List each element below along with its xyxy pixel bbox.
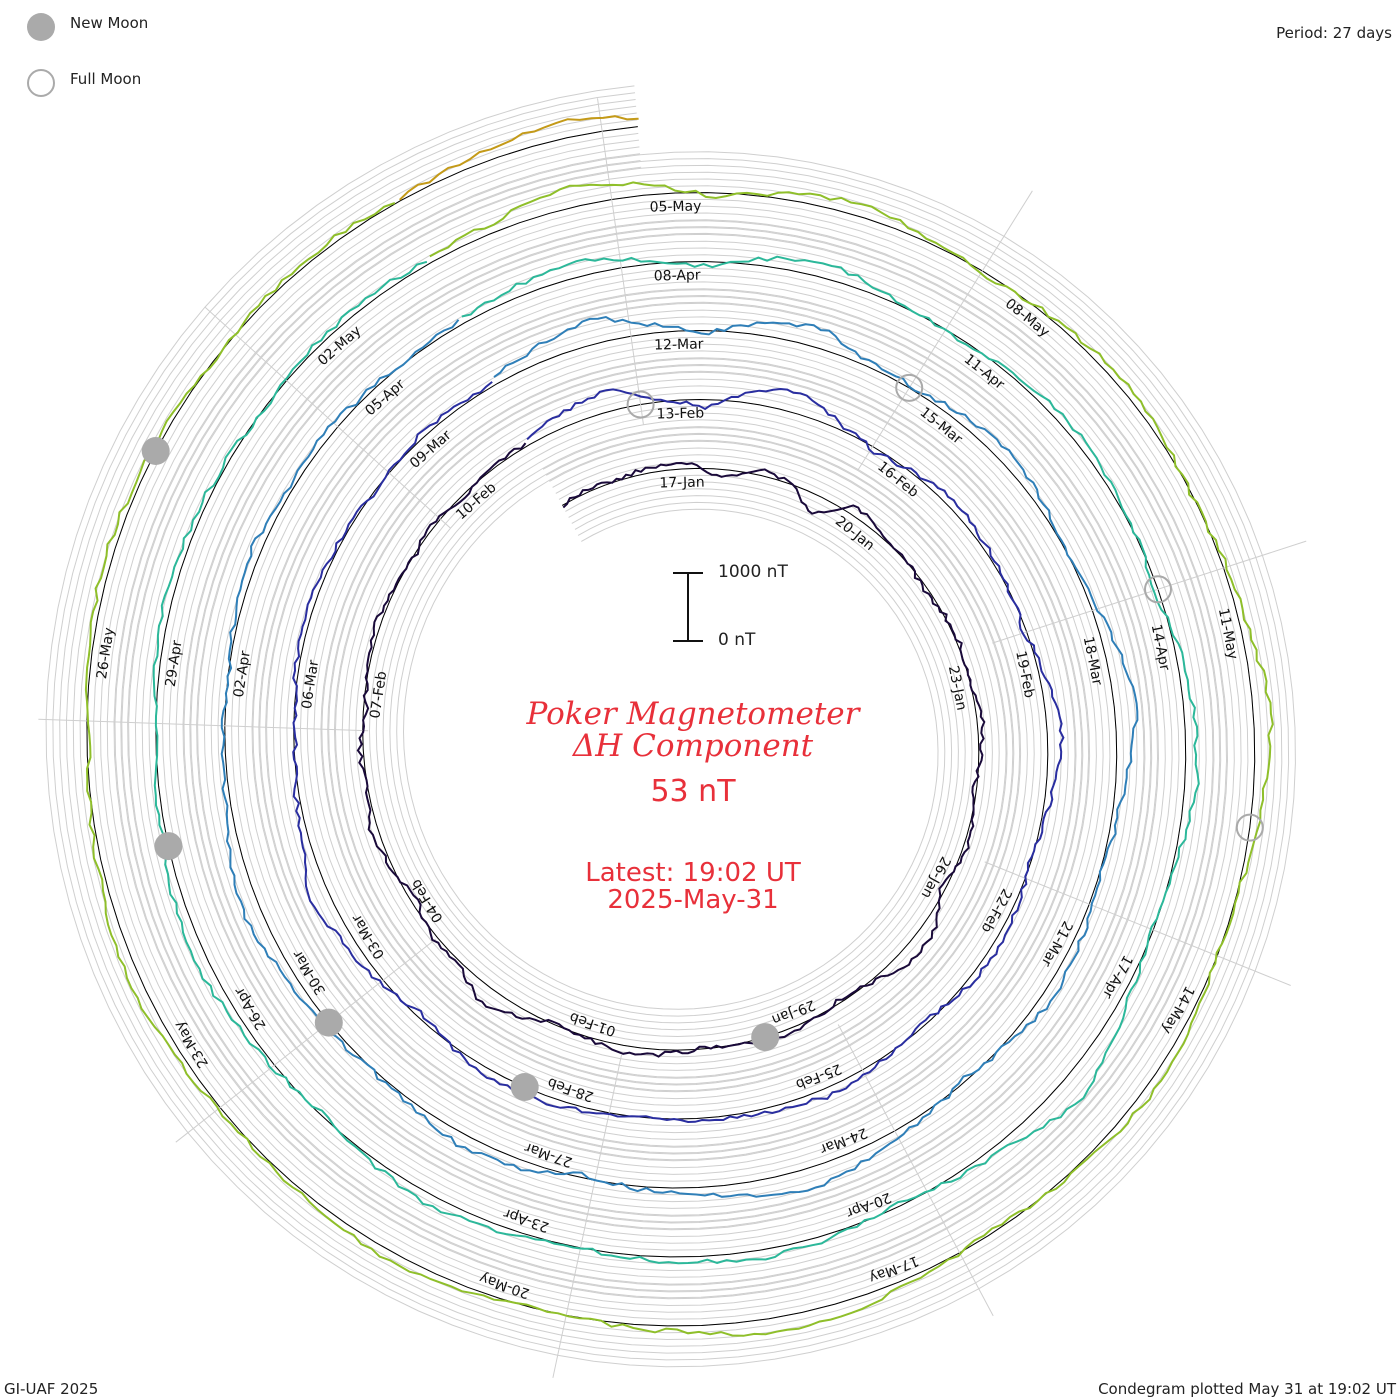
date-label: 02-May [315,323,364,369]
new-moon-marker [510,1073,539,1101]
latest-date: 2025-May-31 [607,885,779,915]
chart-title: Poker Magnetometer [526,696,860,732]
grid-spiral [52,92,1290,1361]
date-label: 20-Apr [844,1189,894,1221]
scale-top-label: 1000 nT [718,562,788,582]
date-label: 29-Apr [163,639,186,688]
full-moon-marker [1144,575,1172,604]
new-moon-legend-label: New Moon [70,14,149,32]
spoke-line [175,938,437,1143]
date-label: 12-Mar [654,336,704,353]
date-label: 23-Apr [502,1205,552,1235]
series-line [292,381,1065,1124]
scale-bar [673,572,703,642]
date-label: 09-Mar [407,427,455,472]
spoke-line [597,98,644,426]
date-label: 11-May [1215,607,1241,661]
date-label: 18-Mar [1080,635,1105,687]
period-label: Period: 27 days [1276,24,1392,42]
full-moon-marker [626,390,655,419]
full-moon-marker [1235,813,1264,842]
spoke-line [204,306,451,529]
date-label: 05-May [649,198,701,215]
date-label: 23-May [171,1018,212,1071]
date-label: 07-Feb [367,670,390,720]
date-label: 29-Jan [769,996,817,1027]
series-line [356,442,986,1058]
scale-bottom-label: 0 nT [718,630,756,650]
spoke-line [984,861,1291,986]
date-label: 02-Apr [231,650,254,699]
grid-spiral [106,146,1235,1307]
series-layer [84,115,1274,1337]
grid-spiral [99,139,1242,1313]
grid-spiral [113,153,1229,1300]
series-line [152,255,1200,1265]
grid-spiral [127,166,1215,1286]
date-label: 27-Mar [522,1139,574,1170]
current-value: 53 nT [650,774,736,809]
new-moon-marker [154,832,183,861]
full-moon-legend-icon [27,69,55,97]
date-label: 19-Feb [1012,650,1037,700]
spoke-line [857,190,1033,471]
spoke-line [992,540,1307,644]
latest-time: Latest: 19:02 UT [585,858,801,888]
grid-layer [45,85,1296,1368]
grid-spiral [93,132,1249,1320]
date-label: 08-Apr [654,267,701,284]
full-moon-legend-label: Full Moon [70,70,142,88]
new-moon-legend-icon [27,13,55,41]
grid-spiral [45,85,1296,1368]
series-line [84,181,1274,1337]
new-moon-marker [751,1023,780,1052]
new-moon-marker [314,1008,343,1037]
grid-spiral [72,112,1269,1341]
spoke-line [38,718,369,732]
series-line [220,315,1139,1198]
date-label: 06-Mar [299,659,322,710]
date-label: 14-Apr [1148,623,1173,672]
date-label: 15-Mar [917,404,966,447]
full-moon-marker [895,373,924,402]
date-label: 25-Feb [793,1060,843,1092]
baseline-spiral [86,126,1256,1327]
date-label: 17-Jan [659,474,705,491]
date-label: 28-Feb [545,1074,595,1104]
moon-markers [141,373,1264,1101]
spoke-line [837,1024,994,1317]
date-label: 13-Feb [656,405,704,422]
grid-spiral [120,160,1222,1293]
plotted-timestamp: Condegram plotted May 31 at 19:02 UT [1098,1380,1396,1398]
grid-spiral [59,99,1283,1354]
date-label: 05-Apr [362,376,408,419]
date-label: 26-May [94,626,118,680]
series-line [399,115,639,201]
date-label: 24-Mar [818,1124,870,1157]
spoke-line [552,1054,622,1378]
chart-subtitle: ΔH Component [572,728,814,764]
credit-label: GI-UAF 2025 [4,1380,99,1398]
spoke-lines [38,98,1307,1378]
new-moon-marker [141,437,170,465]
